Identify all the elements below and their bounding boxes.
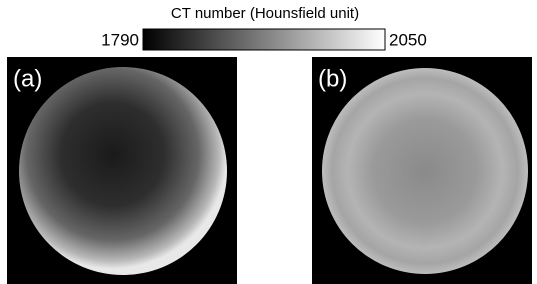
ct-slice	[19, 67, 227, 275]
colorbar	[143, 29, 385, 50]
figure: CT number (Hounsfield unit) 1790 2050 (a…	[0, 0, 537, 284]
colorbar-max: 2050	[389, 30, 427, 49]
colorbar-label: CT number (Hounsfield unit)	[171, 5, 359, 22]
panel-a: (a)	[7, 57, 237, 284]
colorbar-min: 1790	[101, 30, 139, 49]
panel-b: (b)	[312, 57, 532, 284]
ct-slice	[322, 68, 528, 274]
panel-label: (a)	[13, 65, 42, 92]
panel-label: (b)	[318, 65, 347, 92]
